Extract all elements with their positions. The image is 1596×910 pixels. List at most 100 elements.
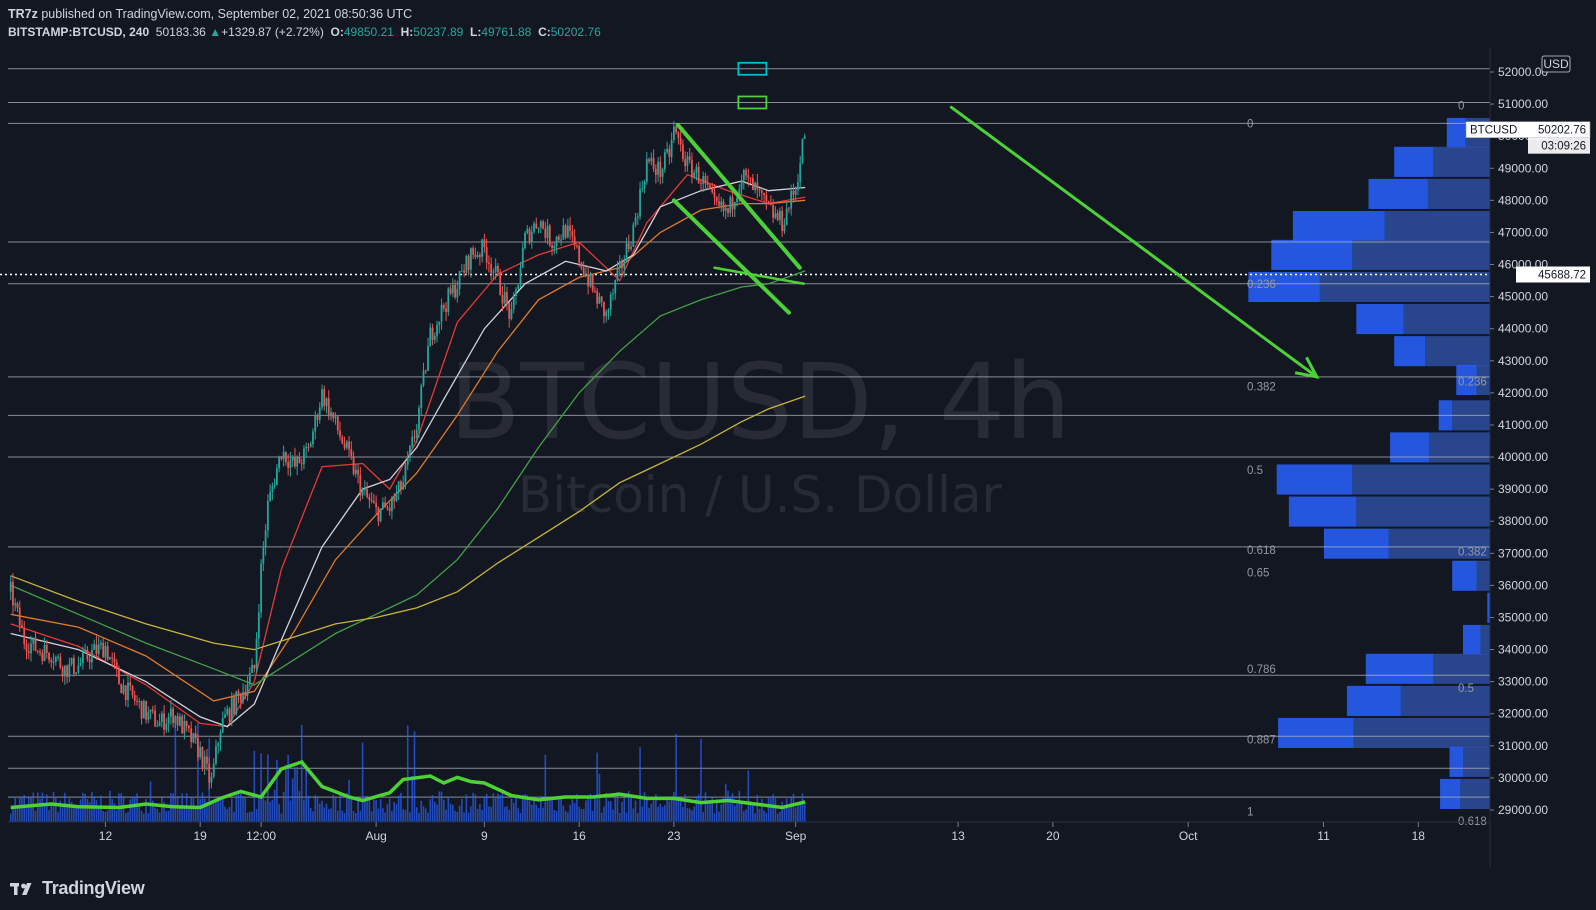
tradingview-logo[interactable]: TradingView — [10, 878, 145, 899]
volume-profile-bar-down — [1400, 685, 1490, 716]
price-tick-label: 44000.00 — [1498, 322, 1548, 336]
volume-bar — [249, 811, 251, 822]
volume-bar — [122, 796, 125, 822]
candle-body — [456, 288, 459, 298]
cursor-price-badge — [1516, 266, 1590, 283]
volume-bar — [449, 803, 452, 822]
volume-bar — [596, 752, 598, 822]
volume-bar — [246, 812, 249, 822]
volume-bar — [21, 797, 23, 822]
candle-body — [368, 496, 371, 501]
candle-body — [420, 385, 423, 409]
volume-bar — [715, 799, 718, 822]
candle-body — [84, 650, 87, 653]
volume-bar — [533, 796, 535, 822]
candle-body — [309, 444, 312, 448]
projection-arrow-head[interactable] — [1294, 356, 1320, 379]
price-tick-label: 32000.00 — [1498, 707, 1548, 721]
price-chart[interactable]: BTCUSD, 4h Bitcoin / U.S. Dollar 00.2360… — [0, 48, 1596, 868]
candle-body — [314, 415, 317, 432]
volume-bar — [634, 800, 637, 822]
target-box-green[interactable] — [737, 95, 768, 110]
candle-body — [526, 229, 529, 233]
volume-bar — [530, 804, 533, 822]
volume-bar — [582, 809, 585, 822]
volume-bar — [605, 792, 608, 822]
author-name[interactable]: TR7z — [8, 7, 38, 21]
target-box-cyan[interactable] — [737, 61, 768, 76]
candle-body — [499, 272, 502, 295]
candle-body — [772, 204, 775, 218]
volume-bar — [215, 798, 217, 822]
candle-body — [348, 441, 350, 450]
last-price: 50183.36 — [155, 25, 206, 39]
volume-bar — [64, 792, 66, 822]
candle-body — [776, 213, 779, 221]
volume-bar — [368, 796, 371, 822]
candle-body — [343, 443, 346, 448]
volume-bar — [697, 794, 700, 822]
volume-bar — [555, 810, 558, 822]
symbol-label[interactable]: BITSTAMP:BTCUSD, 240 — [8, 25, 150, 39]
price-tick-label: 29000.00 — [1498, 803, 1548, 817]
candle-body — [788, 208, 790, 210]
candle-body — [533, 223, 535, 232]
candle-body — [447, 288, 450, 312]
candle-body — [427, 346, 429, 371]
volume-bar — [794, 807, 797, 822]
unit-badge[interactable] — [1541, 55, 1571, 73]
candle-body — [512, 295, 515, 309]
candle-body — [363, 489, 366, 491]
volume-bar — [720, 804, 723, 822]
volume-bar — [352, 810, 355, 822]
candle-body — [792, 190, 795, 195]
time-tick-label: 12 — [99, 829, 113, 843]
candle-body — [415, 429, 418, 438]
volume-bar — [609, 801, 612, 822]
time-tick-label: Oct — [1179, 829, 1198, 843]
candle-body — [388, 507, 391, 512]
candle-body — [79, 663, 82, 666]
volume-bar — [772, 794, 774, 822]
volume-bar — [133, 797, 136, 822]
volume-profile-bar-up — [1394, 336, 1426, 367]
time-tick-label: 11 — [1317, 829, 1330, 843]
candle-body — [607, 309, 610, 312]
volume-bar — [104, 811, 107, 822]
candle-body — [742, 170, 745, 181]
time-tick-label: 23 — [667, 829, 681, 843]
drawings[interactable] — [671, 61, 1320, 379]
volume-profile-bar-up — [1452, 560, 1477, 591]
candle-body — [751, 178, 754, 191]
volume-bar — [50, 803, 53, 822]
candle-body — [623, 260, 626, 269]
volume-bar — [603, 806, 605, 822]
fib-level-label: 0.236 — [1247, 279, 1276, 291]
candle-body — [612, 293, 614, 295]
candle-body — [553, 246, 556, 249]
last-price-symbol: BTCUSD — [1470, 125, 1517, 137]
candle-body — [652, 157, 655, 169]
candle-body — [142, 701, 145, 719]
volume-bar — [483, 796, 486, 822]
flag-channel-upper-line[interactable] — [675, 122, 802, 270]
volume-bar — [307, 795, 310, 822]
volume-bar — [510, 798, 513, 822]
volume-bar — [294, 767, 296, 822]
candle-body — [257, 612, 260, 639]
candle-body — [237, 691, 240, 695]
candle-body — [736, 197, 738, 203]
trend-line[interactable] — [713, 266, 806, 286]
candle-body — [551, 245, 553, 249]
candle-body — [282, 451, 285, 459]
volume-bar — [420, 800, 423, 822]
volume-bar — [357, 800, 359, 822]
volume-bar — [621, 801, 623, 822]
candle-body — [724, 208, 727, 211]
flag-channel-lower-line[interactable] — [671, 198, 791, 315]
chart-area[interactable]: BTCUSD, 4h Bitcoin / U.S. Dollar 0 0.236 0… — [0, 48, 1596, 868]
candle-body — [109, 657, 111, 660]
projection-arrow-line[interactable] — [949, 105, 1319, 379]
volume-bar — [323, 807, 326, 822]
candle-body — [147, 711, 150, 720]
